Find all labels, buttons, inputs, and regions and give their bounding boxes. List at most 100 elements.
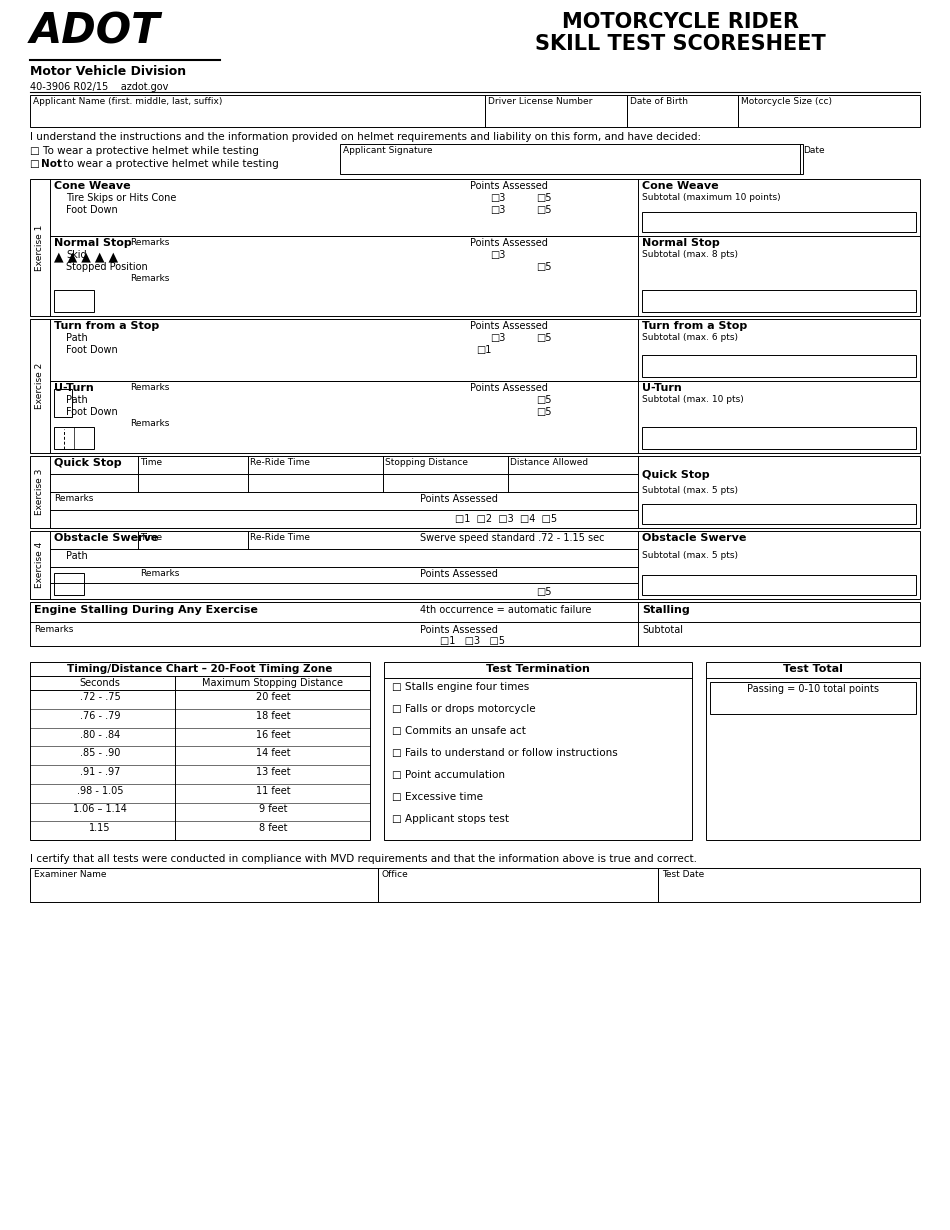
- Bar: [30, 531, 920, 599]
- Bar: [710, 681, 916, 713]
- Text: Applicant Signature: Applicant Signature: [343, 146, 432, 155]
- Text: Subtotal (max. 10 pts): Subtotal (max. 10 pts): [642, 395, 744, 403]
- Text: □ Excessive time: □ Excessive time: [392, 792, 483, 802]
- Text: □1  □2  □3  □4  □5: □1 □2 □3 □4 □5: [455, 514, 557, 524]
- Text: Test Total: Test Total: [783, 664, 843, 674]
- Bar: [627, 95, 738, 127]
- Text: I certify that all tests were conducted in compliance with MVD requirements and : I certify that all tests were conducted …: [30, 854, 697, 863]
- Text: Timing/Distance Chart – 20-Foot Timing Zone: Timing/Distance Chart – 20-Foot Timing Z…: [67, 664, 332, 674]
- Text: 4th occurrence = automatic failure: 4th occurrence = automatic failure: [420, 605, 591, 615]
- Text: Foot Down: Foot Down: [66, 205, 118, 215]
- Text: □ Fails to understand or follow instructions: □ Fails to understand or follow instruct…: [392, 748, 618, 758]
- Text: Not: Not: [41, 159, 62, 169]
- Bar: [378, 868, 658, 902]
- Bar: [658, 868, 920, 902]
- Text: 40-3906 R02/15    azdot.gov: 40-3906 R02/15 azdot.gov: [30, 82, 168, 92]
- Text: Remarks: Remarks: [130, 419, 169, 428]
- Text: Subtotal (max. 6 pts): Subtotal (max. 6 pts): [642, 333, 738, 342]
- Text: Path: Path: [66, 551, 87, 561]
- Text: □5: □5: [536, 333, 552, 343]
- Bar: [642, 355, 916, 378]
- Text: 11 feet: 11 feet: [256, 786, 291, 796]
- Text: Points Assessed: Points Assessed: [420, 569, 498, 579]
- Text: ADOT: ADOT: [30, 10, 161, 52]
- Text: Tire Skips or Hits Cone: Tire Skips or Hits Cone: [66, 193, 177, 203]
- Bar: [738, 95, 920, 127]
- Text: Subtotal (max. 8 pts): Subtotal (max. 8 pts): [642, 250, 738, 260]
- Bar: [30, 662, 370, 840]
- Text: Driver License Number: Driver License Number: [488, 97, 593, 106]
- Text: Path: Path: [66, 333, 87, 343]
- Text: □ Commits an unsafe act: □ Commits an unsafe act: [392, 726, 526, 736]
- Text: Passing = 0-10 total points: Passing = 0-10 total points: [747, 684, 879, 694]
- Text: 1.15: 1.15: [89, 823, 111, 833]
- Text: Path: Path: [66, 395, 87, 405]
- Text: I understand the instructions and the information provided on helmet requirement: I understand the instructions and the in…: [30, 132, 701, 141]
- Text: Points Assessed: Points Assessed: [470, 237, 548, 248]
- Bar: [384, 662, 692, 840]
- Text: Points Assessed: Points Assessed: [470, 321, 548, 331]
- Text: 8 feet: 8 feet: [258, 823, 287, 833]
- Text: □3: □3: [490, 333, 505, 343]
- Text: U-Turn: U-Turn: [54, 383, 94, 394]
- Bar: [706, 662, 920, 840]
- Bar: [30, 456, 920, 528]
- Text: Foot Down: Foot Down: [66, 344, 118, 355]
- Text: .80 - .84: .80 - .84: [80, 729, 120, 739]
- Bar: [642, 290, 916, 312]
- Text: Turn from a Stop: Turn from a Stop: [54, 321, 160, 331]
- Text: Normal Stop: Normal Stop: [642, 237, 720, 248]
- Text: 13 feet: 13 feet: [256, 768, 291, 777]
- Text: □: □: [30, 159, 43, 169]
- Text: 16 feet: 16 feet: [256, 729, 291, 739]
- Text: U-Turn: U-Turn: [642, 383, 682, 394]
- Text: □3: □3: [490, 205, 505, 215]
- Text: □5: □5: [536, 407, 552, 417]
- Text: □1   □3   □5: □1 □3 □5: [440, 636, 505, 646]
- Text: Stalling: Stalling: [642, 605, 690, 615]
- Text: Re-Ride Time: Re-Ride Time: [250, 458, 310, 467]
- Text: Stopping Distance: Stopping Distance: [385, 458, 468, 467]
- Text: Remarks: Remarks: [140, 569, 180, 578]
- Text: .98 - 1.05: .98 - 1.05: [77, 786, 124, 796]
- Text: Points Assessed: Points Assessed: [470, 383, 548, 394]
- Text: Maximum Stopping Distance: Maximum Stopping Distance: [202, 678, 344, 688]
- Text: Skid: Skid: [66, 250, 86, 260]
- Text: Subtotal (maximum 10 points): Subtotal (maximum 10 points): [642, 193, 781, 202]
- Text: □ Applicant stops test: □ Applicant stops test: [392, 814, 509, 824]
- Text: □5: □5: [536, 205, 552, 215]
- Text: Quick Stop: Quick Stop: [54, 458, 122, 467]
- Text: Exercise 3: Exercise 3: [35, 469, 45, 515]
- Text: □3: □3: [490, 193, 505, 203]
- Text: Time: Time: [140, 533, 162, 542]
- Text: □5: □5: [536, 587, 552, 597]
- Text: Quick Stop: Quick Stop: [642, 470, 710, 480]
- Text: Seconds: Seconds: [80, 678, 121, 688]
- Text: Obstacle Swerve: Obstacle Swerve: [54, 533, 159, 542]
- Text: ▲ ▲ ▲ ▲ ▲: ▲ ▲ ▲ ▲ ▲: [54, 250, 118, 263]
- Text: Test Termination: Test Termination: [486, 664, 590, 674]
- Text: 1.06 – 1.14: 1.06 – 1.14: [73, 804, 127, 814]
- Text: Engine Stalling During Any Exercise: Engine Stalling During Any Exercise: [34, 605, 257, 615]
- Text: □ Falls or drops motorcycle: □ Falls or drops motorcycle: [392, 704, 536, 713]
- Text: Motor Vehicle Division: Motor Vehicle Division: [30, 65, 186, 77]
- Bar: [54, 290, 94, 312]
- Text: Exercise 2: Exercise 2: [35, 363, 45, 410]
- Bar: [485, 95, 627, 127]
- Text: .91 - .97: .91 - .97: [80, 768, 121, 777]
- Text: to wear a protective helmet while testing: to wear a protective helmet while testin…: [60, 159, 278, 169]
- Text: Applicant Name (first. middle, last, suffix): Applicant Name (first. middle, last, suf…: [33, 97, 222, 106]
- Text: Examiner Name: Examiner Name: [34, 870, 106, 879]
- Bar: [54, 427, 94, 449]
- Text: □5: □5: [536, 193, 552, 203]
- Text: Subtotal: Subtotal: [642, 625, 683, 635]
- Text: □3: □3: [490, 250, 505, 260]
- Text: MOTORCYCLE RIDER: MOTORCYCLE RIDER: [561, 12, 799, 32]
- Text: SKILL TEST SCORESHEET: SKILL TEST SCORESHEET: [535, 34, 826, 54]
- Text: Date of Birth: Date of Birth: [630, 97, 688, 106]
- Text: Exercise 4: Exercise 4: [35, 542, 45, 588]
- Text: Exercise 1: Exercise 1: [35, 224, 45, 271]
- Text: Points Assessed: Points Assessed: [420, 494, 498, 504]
- Text: Foot Down: Foot Down: [66, 407, 118, 417]
- Text: Normal Stop: Normal Stop: [54, 237, 132, 248]
